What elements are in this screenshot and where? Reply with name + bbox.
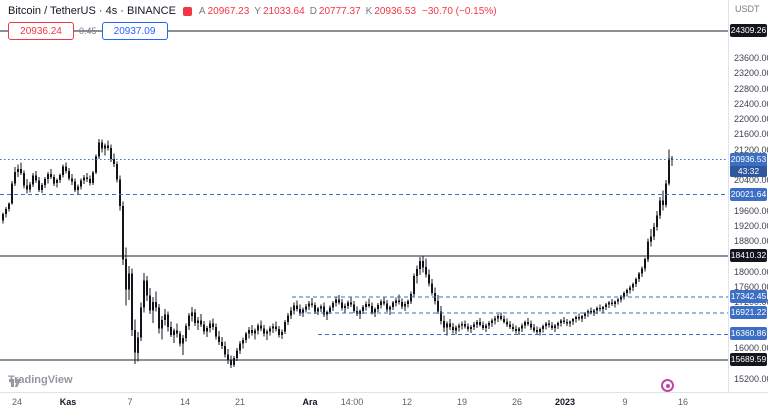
- price-badge-16921: 16921.22: [730, 306, 767, 319]
- price-tick-label: 23200.00: [734, 68, 768, 79]
- candlestick-chart: [0, 30, 728, 368]
- price-badge-16360: 16360.86: [730, 327, 767, 341]
- time-axis-label: Kas: [59, 397, 77, 407]
- price-tick-label: 20400.00: [734, 175, 768, 186]
- price-tick-label: 18800.00: [734, 236, 768, 247]
- ohlc-readout: A 20967.23 Y 21033.64 D 20777.37 K 20936.53 …: [199, 6, 497, 17]
- ohlc-close-value: 20936.53: [374, 5, 417, 17]
- legend-row-symbol: Bitcoin / TetherUS · 4s · BINANCE A 20967…: [8, 5, 497, 17]
- sell-price-button[interactable]: 20936.24: [8, 22, 74, 40]
- time-axis[interactable]: 24 Kas 7 14 21 Ara 14:00 12 19 26 2023 9 16: [0, 392, 768, 411]
- badge-price-value: 24309.26: [730, 25, 767, 35]
- badge-price-value: 20936.53: [730, 153, 767, 164]
- price-badge-15689: 15689.59: [730, 353, 767, 366]
- time-axis-label: 24: [11, 397, 23, 407]
- badge-price-value: 16360.86: [730, 328, 767, 339]
- time-axis-label: Ara: [302, 397, 318, 407]
- ohlc-high-label: Y: [254, 5, 261, 17]
- price-tick-label: 17600.00: [734, 282, 768, 293]
- time-axis-label: 16: [677, 397, 689, 407]
- price-tick-label: 22400.00: [734, 98, 768, 109]
- badge-price-value: 18410.32: [730, 250, 767, 261]
- price-tick-label: 21600.00: [734, 129, 768, 140]
- price-axis[interactable]: USDT 23600.00 23200.00 22800.00 22400.00 220…: [728, 0, 768, 392]
- price-tick-label: 21200.00: [734, 144, 768, 155]
- price-badge-18410: 18410.32: [730, 249, 767, 263]
- price-tick-label: 23600.00: [734, 53, 768, 64]
- price-tick-label: 18000.00: [734, 266, 768, 277]
- tradingview-attribution-label: TradingView: [8, 374, 73, 386]
- price-tick-label: 19600.00: [734, 205, 768, 216]
- ohlc-low-label: D: [309, 5, 317, 17]
- tradingview-logo-icon: [9, 378, 21, 387]
- price-badge-17342: 17342.45: [730, 289, 767, 303]
- time-axis-label: 12: [401, 397, 413, 407]
- tradingview-attribution[interactable]: TradingView: [8, 374, 73, 387]
- spread-value: 0.45: [79, 26, 97, 36]
- time-axis-label: 26: [511, 397, 523, 407]
- time-axis-label: 19: [456, 397, 468, 407]
- symbol-title[interactable]: Bitcoin / TetherUS · 4s · BINANCE: [8, 5, 176, 17]
- bar-countdown: 43:32: [730, 165, 767, 177]
- time-axis-label: 7: [127, 397, 133, 407]
- event-marker-icon[interactable]: [661, 379, 674, 392]
- price-change: −30.70 (−0.15%): [422, 5, 497, 17]
- ohlc-low-value: 20777.37: [318, 5, 361, 17]
- chart-legend: Bitcoin / TetherUS · 4s · BINANCE A 20967…: [8, 5, 497, 40]
- ohlc-high-value: 21033.64: [262, 5, 305, 17]
- time-axis-label: 14:00: [340, 397, 364, 407]
- buy-price-button[interactable]: 20937.09: [101, 22, 168, 40]
- price-tick-label: 19200.00: [734, 221, 768, 232]
- badge-price-value: 16921.22: [730, 307, 767, 317]
- chart-plot-area[interactable]: Bitcoin / TetherUS · 4s · BINANCE A 20967…: [0, 0, 728, 392]
- symbol-logo-icon: [182, 6, 192, 16]
- axis-currency-label: USDT: [735, 4, 760, 14]
- price-tick-label: 16000.00: [734, 343, 768, 354]
- badge-price-value: 17342.45: [730, 290, 767, 301]
- ohlc-close-label: K: [365, 5, 373, 17]
- price-badge-24309: 24309.26: [730, 24, 767, 37]
- candle-wicks: [2, 139, 673, 368]
- time-axis-label: 14: [179, 397, 191, 407]
- ohlc-open-value: 20967.23: [207, 5, 250, 17]
- time-axis-label: 21: [234, 397, 246, 407]
- price-badge-20021: 20021.64: [730, 187, 767, 201]
- price-tick-label: 22800.00: [734, 83, 768, 94]
- time-axis-label: 9: [622, 397, 628, 407]
- badge-price-value: 20021.64: [730, 188, 767, 199]
- candle-bodies: [2, 142, 673, 365]
- price-tick-label: 15200.00: [734, 373, 768, 384]
- legend-row-trade: 20936.24 0.45 20937.09: [8, 22, 497, 40]
- ohlc-open-label: A: [198, 5, 206, 17]
- badge-price-value: 15689.59: [730, 354, 767, 364]
- time-axis-label: 2023: [554, 397, 576, 407]
- price-tick-label: 22000.00: [734, 114, 768, 125]
- current-price-badge[interactable]: 20936.53 43:32: [730, 152, 767, 177]
